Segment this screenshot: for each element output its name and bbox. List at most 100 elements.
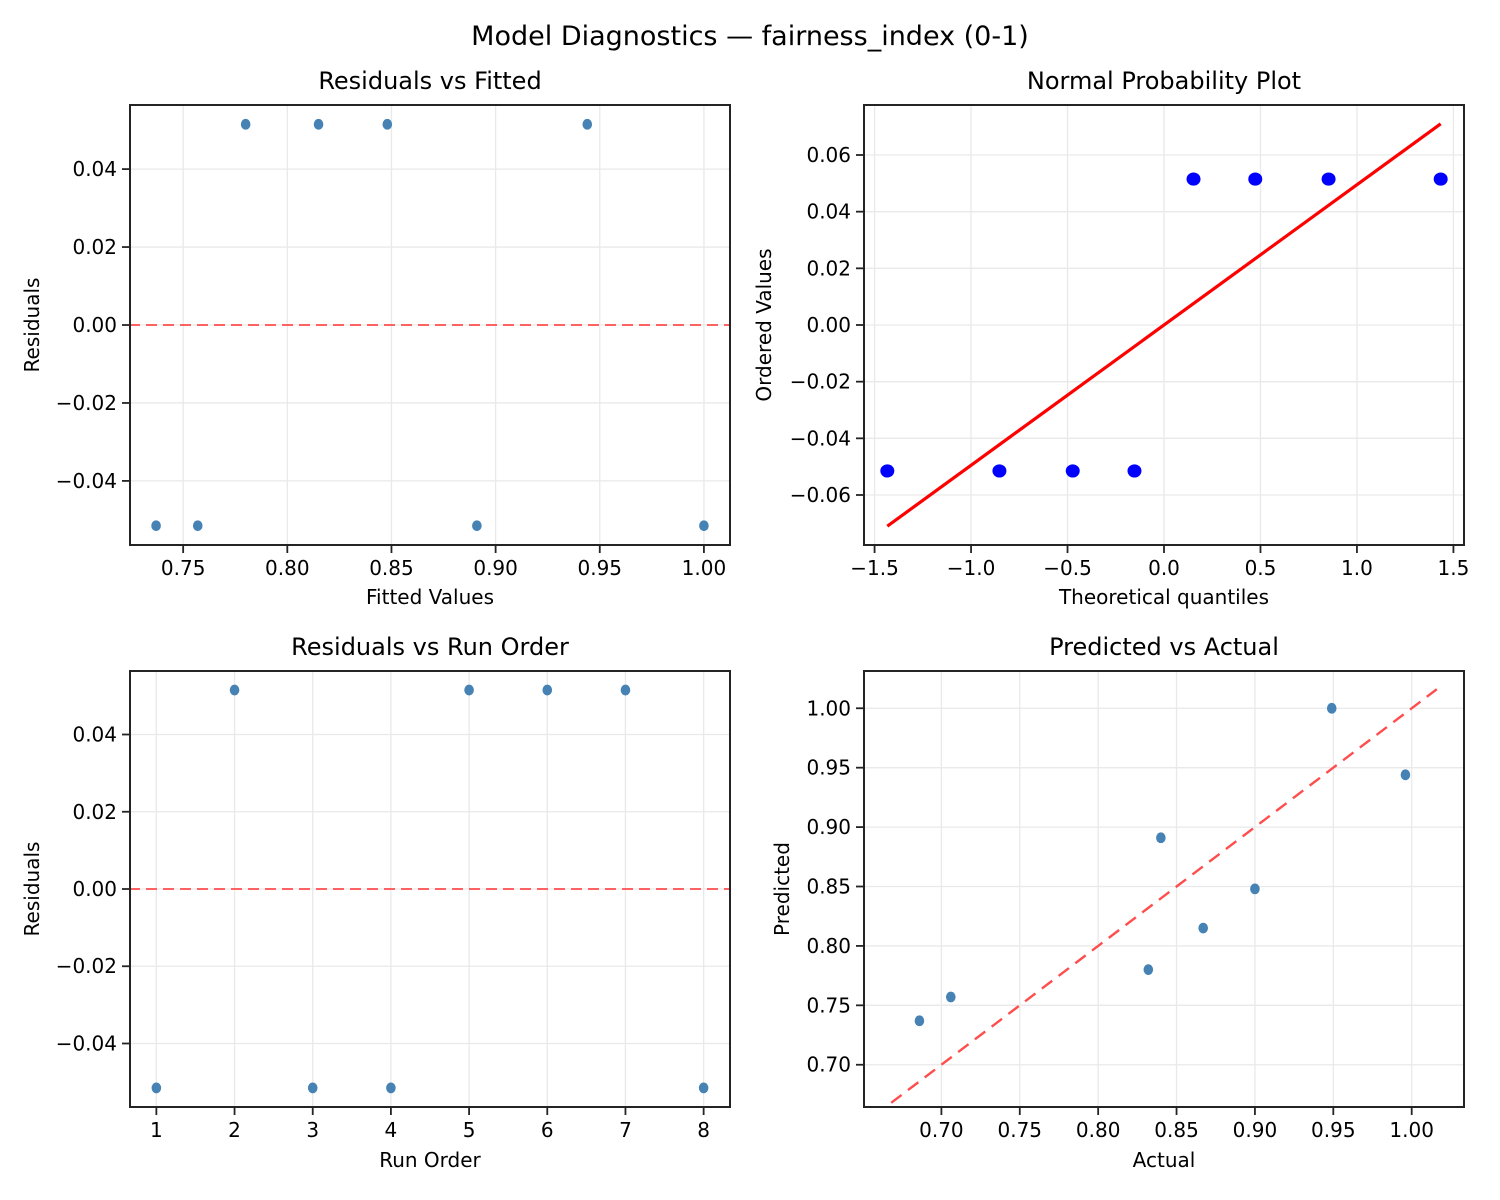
x-tick-label: 0.5 [1245,556,1277,580]
x-tick-label: 0.95 [1311,1118,1356,1142]
plot-predicted-vs-actual: 0.70 0.75 0.80 0.85 0.90 0.95 1.00 0.70 0.75 0.80… [806,670,1465,1142]
data-point [914,1015,925,1027]
x-tick-label: 4 [385,1118,398,1142]
data-point [382,118,393,130]
data-point [1326,702,1337,714]
y-tick-label: 0.95 [806,756,851,780]
data-point [1065,464,1080,478]
y-tick-label: 0.00 [806,313,851,337]
x-tick-label: 0.90 [1233,1118,1278,1142]
subplot-title-residuals-vs-fitted: Residuals vs Fitted [318,67,542,95]
y-tick-label: 0.02 [72,235,117,259]
x-tick-label: 0.95 [578,556,623,580]
data-point [472,520,482,532]
data-point [151,520,161,532]
y-tick-label: 0.02 [72,800,117,824]
y-tick-label: 0.04 [806,200,851,224]
x-tick-label: 1.00 [682,556,727,580]
plot-residuals-vs-run-order: 1 2 3 4 5 6 7 8 −0.04 −0.02 0.00 0.02 0.04 [56,670,731,1142]
data-point [582,118,593,130]
x-tick-label: −1.0 [947,556,996,580]
data-point [880,464,895,478]
x-tick-label: 3 [306,1118,319,1142]
x-tick-label: 0.90 [473,556,518,580]
y-tick-label: −0.02 [56,954,117,978]
subplot-title-predicted-vs-actual: Predicted vs Actual [1049,633,1279,661]
data-point [945,991,956,1003]
y-tick-label: 0.00 [72,877,117,901]
data-point [1250,883,1260,895]
y-tick-label: −0.06 [790,483,851,507]
x-tick-label: 2 [228,1118,241,1142]
y-tick-label: −0.04 [56,469,117,493]
y-axis-label-predicted: Predicted [770,842,794,936]
x-tick-label: 0.80 [265,556,310,580]
data-point [1186,172,1201,186]
data-point [151,1082,162,1094]
x-tick-label: −0.5 [1043,556,1092,580]
y-tick-label: −0.04 [790,426,851,450]
y-axis-label-residuals-top: Residuals [20,277,44,373]
x-tick-label: 0.75 [161,556,206,580]
x-axis-label-run-order: Run Order [379,1148,481,1172]
x-tick-label: 1.00 [1389,1118,1434,1142]
axes-spine [129,104,731,546]
data-point [698,1082,709,1094]
x-tick-label: 7 [619,1118,632,1142]
y-axis-label-ordered-values: Ordered Values [752,248,776,402]
x-tick-label: 1 [150,1118,163,1142]
fit-line [886,122,1442,528]
y-tick-label: −0.02 [790,370,851,394]
data-point [1156,832,1166,844]
x-tick-label: 0.85 [369,556,414,580]
y-tick-label: 0.02 [806,256,851,280]
plot-residuals-vs-fitted: 0.75 0.80 0.85 0.90 0.95 1.00 −0.04 −0.02 0.00 0.… [56,104,731,580]
x-axis-label-theoretical-quantiles: Theoretical quantiles [1058,585,1270,609]
y-tick-label: −0.04 [56,1031,117,1055]
y-tick-label: 0.04 [72,723,117,747]
data-point [1433,172,1448,186]
axes-spine [863,670,1465,1108]
y-tick-label: 0.85 [806,875,851,899]
data-point [542,684,553,696]
x-tick-label: 1.0 [1341,556,1373,580]
axes-spine [863,104,1465,546]
data-point [620,684,631,696]
y-tick-label: −0.02 [56,391,117,415]
y-tick-label: 0.80 [806,934,851,958]
data-point [699,520,709,532]
plot-normal-probability: −1.5 −1.0 −0.5 0.0 0.5 1.0 1.5 −0.06 −0.04 −0.02 0… [790,104,1469,580]
data-point [1400,769,1411,781]
y-tick-label: 0.70 [806,1053,851,1077]
x-tick-label: 8 [697,1118,710,1142]
y-tick-label: 0.90 [806,815,851,839]
x-tick-label: 6 [541,1118,554,1142]
x-tick-label: 0.70 [919,1118,964,1142]
x-tick-label: 0.80 [1076,1118,1121,1142]
x-tick-label: 1.5 [1438,556,1470,580]
y-axis-label-residuals-bottom: Residuals [20,841,44,937]
data-point [464,684,474,696]
y-tick-label: 1.00 [806,696,851,720]
data-point [1248,172,1263,186]
x-tick-label: 0.75 [998,1118,1043,1142]
figure-title: Model Diagnostics — fairness_index (0-1) [471,21,1029,52]
data-point [229,684,240,696]
subplot-title-residuals-vs-run-order: Residuals vs Run Order [291,633,569,661]
identity-line [890,688,1438,1104]
data-point [1198,922,1208,934]
x-tick-label: 0.85 [1154,1118,1199,1142]
data-point [1321,172,1336,186]
data-point [1143,964,1154,976]
data-point [1127,464,1142,478]
data-point [386,1082,396,1094]
x-tick-label: 5 [463,1118,476,1142]
data-point [192,520,203,532]
x-axis-label-fitted-values: Fitted Values [366,585,494,609]
axes-spine [129,670,731,1108]
y-tick-label: 0.06 [806,143,851,167]
y-tick-label: 0.75 [806,993,851,1017]
x-tick-label: −1.5 [850,556,899,580]
x-tick-label: 0.0 [1148,556,1180,580]
